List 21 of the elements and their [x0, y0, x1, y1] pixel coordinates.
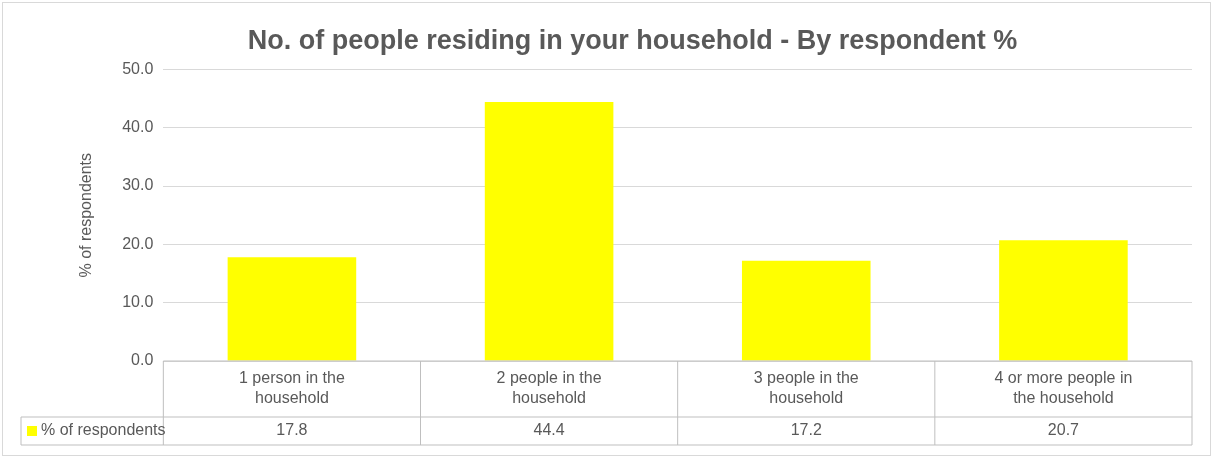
data-label: 17.2 — [790, 421, 822, 439]
y-tick-label: 20.0 — [122, 234, 154, 252]
x-tick-label: 3 people in the household — [753, 369, 859, 407]
y-tick-label: 40.0 — [122, 118, 154, 136]
x-tick-label: 1 person in the household — [238, 369, 345, 407]
bar — [741, 260, 871, 361]
x-tick-label: 2 people in the household — [496, 369, 602, 407]
data-label: 17.8 — [276, 421, 308, 439]
bar — [227, 257, 357, 361]
data-label: 20.7 — [1047, 421, 1080, 439]
legend-label: % of respondents — [41, 421, 166, 439]
x-tick-label: 4 or more people in the household — [994, 369, 1133, 407]
y-tick-label: 10.0 — [122, 293, 154, 311]
data-label: 44.4 — [533, 421, 565, 439]
y-tick-label: 0.0 — [131, 351, 154, 369]
y-tick-label: 30.0 — [122, 176, 154, 194]
y-axis-title: % of respondents — [77, 152, 95, 278]
bar — [999, 240, 1128, 361]
y-tick-label: 50.0 — [122, 59, 154, 77]
chart-title: No. of people residing in your household - By respondent % — [247, 24, 1018, 55]
bar — [484, 102, 614, 361]
